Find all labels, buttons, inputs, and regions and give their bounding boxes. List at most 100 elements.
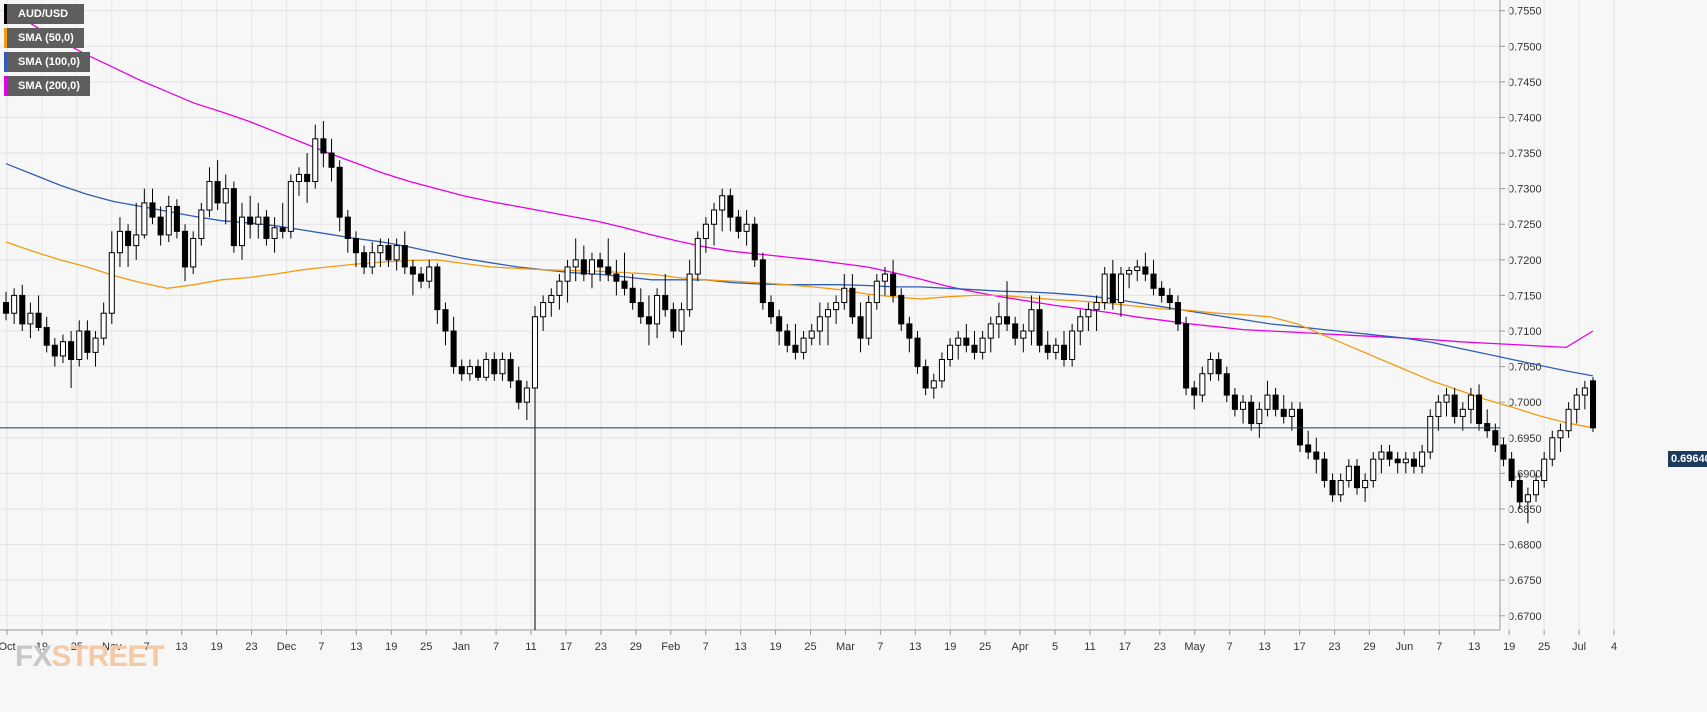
candle-bullish bbox=[1565, 408, 1572, 432]
candle-bullish bbox=[1378, 451, 1385, 460]
candle-bearish bbox=[971, 344, 978, 353]
candle-bullish bbox=[1573, 394, 1580, 410]
y-tick-label: 0.7200 bbox=[1508, 255, 1542, 267]
candle-bullish bbox=[743, 223, 750, 232]
candle-bearish bbox=[149, 202, 156, 218]
candle-bearish bbox=[450, 330, 457, 368]
candle-bullish bbox=[711, 209, 718, 225]
candle-bullish bbox=[1459, 408, 1466, 417]
candle-bearish bbox=[344, 216, 351, 239]
y-tick-label: 0.6950 bbox=[1508, 433, 1542, 445]
candle-bullish bbox=[719, 195, 726, 211]
candle-bearish bbox=[1191, 387, 1198, 396]
candle-bearish bbox=[125, 230, 132, 247]
candle-bullish bbox=[979, 337, 986, 353]
x-tick-label: 19 bbox=[944, 641, 956, 653]
candle-bullish bbox=[1549, 437, 1556, 460]
fxstreet-logo: FXSTREET bbox=[15, 640, 165, 674]
candle-bullish bbox=[1443, 394, 1450, 403]
x-tick-label: 7 bbox=[144, 641, 150, 653]
candle-bullish bbox=[11, 294, 18, 314]
candle-bearish bbox=[320, 138, 327, 154]
candle-bullish bbox=[702, 223, 709, 239]
candle-bearish bbox=[1386, 451, 1393, 460]
candle-bullish bbox=[116, 230, 123, 254]
chart-legend: AUD/USD SMA (50,0) SMA (100,0) SMA (200,0) bbox=[4, 4, 90, 100]
candle-bearish bbox=[1500, 444, 1507, 460]
candle-bearish bbox=[1060, 344, 1068, 360]
candle-bearish bbox=[1166, 294, 1173, 304]
x-tick-label: 13 bbox=[176, 641, 188, 653]
x-tick-label: Apr bbox=[1012, 641, 1029, 653]
x-tick-label: 23 bbox=[1154, 641, 1166, 653]
x-tick-label: 17 bbox=[560, 641, 572, 653]
candle-bullish bbox=[393, 245, 400, 261]
candle-bearish bbox=[401, 245, 408, 268]
candle-bearish bbox=[507, 358, 514, 382]
candle-bearish bbox=[1484, 423, 1491, 432]
candle-bullish bbox=[59, 341, 66, 357]
x-tick-label: 19 bbox=[36, 641, 48, 653]
x-tick-label: 13 bbox=[1468, 641, 1480, 653]
x-tick-label: 25 bbox=[1538, 641, 1550, 653]
candle-bullish bbox=[1126, 270, 1133, 275]
y-tick-label: 0.7350 bbox=[1508, 148, 1542, 160]
candle-bullish bbox=[133, 234, 140, 247]
x-tick-label: May bbox=[1184, 641, 1205, 653]
candle-bearish bbox=[670, 309, 677, 332]
candle-bullish bbox=[76, 330, 83, 360]
candle-bearish bbox=[662, 294, 669, 311]
x-tick-label: 7 bbox=[318, 641, 324, 653]
candle-bearish bbox=[279, 227, 286, 232]
candle-bullish bbox=[588, 259, 595, 275]
candle-bullish bbox=[287, 181, 294, 232]
legend-item-2[interactable]: SMA (100,0) bbox=[4, 52, 90, 72]
legend-item-3[interactable]: SMA (200,0) bbox=[4, 76, 90, 96]
legend-swatch-icon bbox=[4, 52, 7, 72]
candle-bearish bbox=[906, 323, 913, 339]
x-tick-label: 25 bbox=[71, 641, 83, 653]
x-tick-label: 7 bbox=[877, 641, 883, 653]
candle-bearish bbox=[35, 312, 42, 328]
candle-bearish bbox=[629, 287, 636, 304]
candle-bearish bbox=[1158, 287, 1165, 296]
x-tick-label: 19 bbox=[385, 641, 397, 653]
legend-label: SMA (50,0) bbox=[18, 32, 74, 44]
candle-bullish bbox=[800, 337, 807, 353]
x-tick-label: Oct bbox=[0, 641, 16, 653]
candle-bullish bbox=[654, 294, 661, 325]
candle-bearish bbox=[328, 152, 335, 168]
candle-bullish bbox=[1419, 451, 1426, 467]
candle-bearish bbox=[1174, 302, 1181, 325]
x-tick-label: 19 bbox=[1503, 641, 1515, 653]
legend-item-0[interactable]: AUD/USD bbox=[4, 4, 84, 24]
x-tick-label: 19 bbox=[210, 641, 222, 653]
candle-bullish bbox=[930, 380, 937, 389]
x-tick-label: 23 bbox=[595, 641, 607, 653]
candle-bearish bbox=[352, 237, 359, 254]
candle-bullish bbox=[1117, 273, 1124, 304]
legend-swatch-icon bbox=[4, 76, 7, 96]
candle-bearish bbox=[767, 302, 775, 318]
candle-bullish bbox=[1264, 394, 1271, 410]
legend-item-1[interactable]: SMA (50,0) bbox=[4, 28, 84, 48]
candle-bullish bbox=[816, 316, 823, 332]
candle-bullish bbox=[1077, 316, 1084, 332]
candle-bearish bbox=[157, 216, 164, 236]
candle-bullish bbox=[377, 245, 384, 254]
candle-bullish bbox=[572, 259, 579, 268]
candle-bullish bbox=[548, 294, 555, 304]
candle-bullish bbox=[824, 309, 832, 318]
y-tick-label: 0.7400 bbox=[1508, 112, 1542, 124]
candle-bearish bbox=[230, 188, 237, 247]
legend-swatch-icon bbox=[4, 28, 7, 48]
candle-bullish bbox=[1069, 330, 1076, 360]
candle-bearish bbox=[1012, 323, 1019, 339]
candle-bearish bbox=[1004, 316, 1011, 325]
candle-bullish bbox=[206, 181, 213, 211]
x-tick-label: 7 bbox=[1436, 641, 1442, 653]
x-tick-label: 25 bbox=[979, 641, 991, 653]
candle-bullish bbox=[1052, 344, 1059, 353]
candle-bearish bbox=[434, 266, 441, 311]
